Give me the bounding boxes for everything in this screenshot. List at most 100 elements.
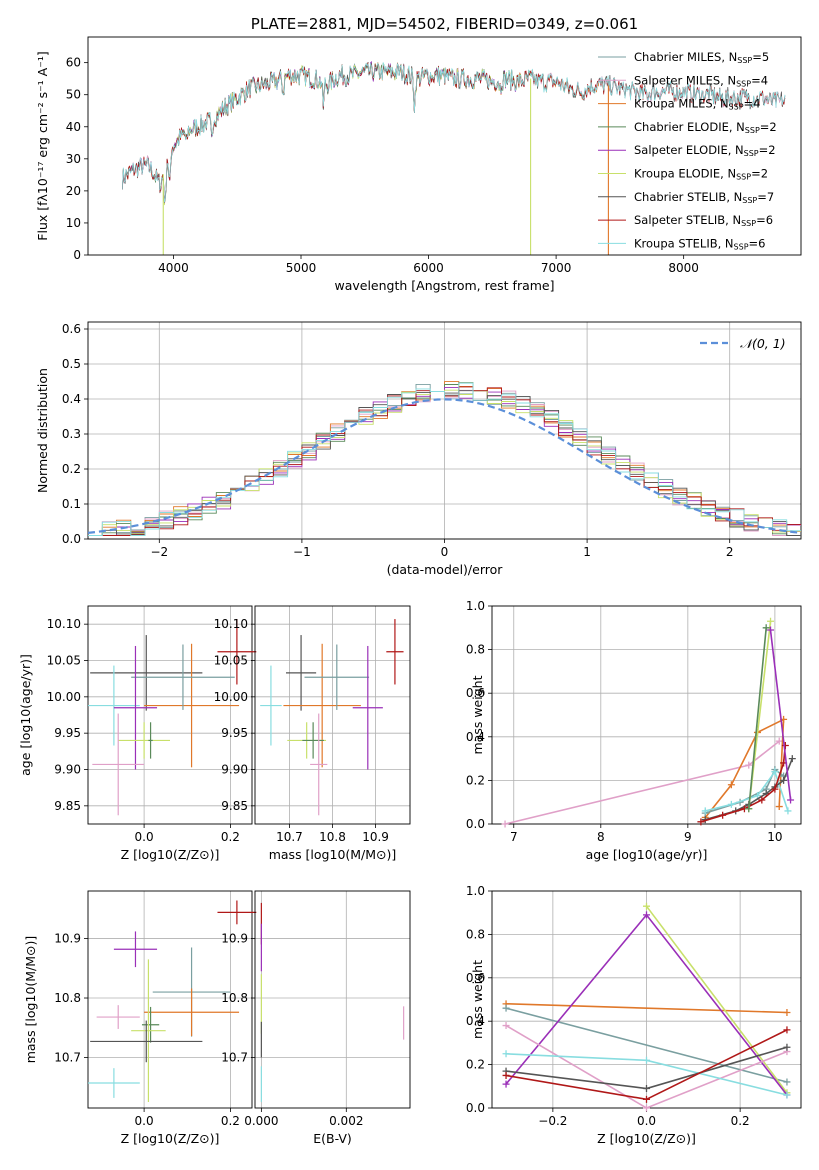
- weight-marker: [701, 807, 709, 815]
- y-axis-label: Normed distribution: [35, 368, 50, 493]
- y-tick-label: 0.8: [466, 643, 485, 657]
- y-tick-label: 10.9: [221, 932, 248, 946]
- x-tick-label: 2: [726, 545, 734, 559]
- x-tick-label: 0.000: [244, 1114, 278, 1128]
- x-tick-label: 8000: [668, 261, 699, 275]
- x-tick-label: 0.0: [637, 1114, 656, 1128]
- weight-marker: [783, 1009, 791, 1017]
- y-axis-label: mass weight: [470, 960, 485, 1039]
- x-tick-label: 0.2: [221, 1114, 240, 1128]
- y-tick-label: 0.6: [466, 971, 485, 985]
- x-tick-label: 7: [510, 830, 518, 844]
- x-tick-label: −0.2: [538, 1114, 567, 1128]
- x-axis-label: wavelength [Angstrom, rest frame]: [334, 278, 554, 293]
- weight-line: [704, 718, 785, 818]
- weight-marker: [745, 805, 753, 813]
- x-tick-label: 9: [684, 830, 692, 844]
- weight-marker: [643, 1084, 650, 1092]
- weight-marker: [781, 742, 789, 750]
- y-tick-label: 0.0: [466, 817, 485, 831]
- y-tick-label: 1.0: [466, 599, 485, 613]
- weight-marker: [771, 768, 779, 776]
- plot-frame: [87, 321, 802, 540]
- y-tick-label: 0.8: [466, 927, 485, 941]
- weight-line: [748, 627, 767, 809]
- weight-marker: [787, 796, 795, 804]
- weight-line: [504, 740, 780, 825]
- x-tick-label: 0.002: [329, 1114, 363, 1128]
- x-tick-label: 0.0: [135, 1114, 154, 1128]
- y-tick-label: 10.8: [221, 991, 248, 1005]
- x-tick-label: 10.8: [319, 830, 346, 844]
- y-axis-label: mass weight: [470, 675, 485, 754]
- y-tick-label: 9.90: [54, 763, 81, 777]
- weight-marker: [783, 1078, 791, 1086]
- x-axis-label: (data-model)/error: [387, 562, 504, 577]
- y-tick-label: 0.3: [62, 427, 81, 441]
- legend-label: 𝒩(0, 1): [740, 336, 786, 351]
- x-tick-label: 10: [767, 830, 782, 844]
- y-tick-label: 0.6: [62, 322, 81, 336]
- spectrum-line-kroupa-stelib: [122, 62, 786, 203]
- weight-marker: [727, 781, 735, 789]
- weight-marker: [783, 1026, 791, 1034]
- x-axis-label: Z [log10(Z/Z⊙)]: [597, 1131, 696, 1146]
- y-tick-label: 0.4: [466, 730, 485, 744]
- y-tick-label: 10.7: [54, 1050, 81, 1064]
- y-tick-label: 10.7: [221, 1050, 248, 1064]
- legend-label: Kroupa ELODIE, NSSP=2: [634, 167, 768, 182]
- y-tick-label: 0.6: [466, 686, 485, 700]
- y-tick-label: 0: [73, 248, 81, 262]
- weight-marker: [643, 1104, 650, 1112]
- x-tick-label: 0.2: [731, 1114, 750, 1128]
- z-vs-mass-panel: 0.0 0.2 10.7 10.8 10.9 Z [log10(Z/Z⊙)] mass [l…: [23, 890, 257, 1146]
- y-tick-label: 9.85: [54, 799, 81, 813]
- y-tick-label: 0.0: [466, 1101, 485, 1115]
- y-tick-label: 30: [66, 152, 81, 166]
- x-tick-label: 5000: [286, 261, 317, 275]
- y-tick-label: 10.8: [54, 991, 81, 1005]
- weight-marker: [502, 1071, 510, 1079]
- y-tick-label: 0.2: [62, 462, 81, 476]
- weight-marker: [775, 737, 783, 745]
- x-tick-label: 8: [597, 830, 605, 844]
- weight-marker: [767, 626, 775, 634]
- x-tick-label: −1: [293, 545, 311, 559]
- weight-marker: [767, 617, 775, 625]
- residuals-panel: −2 −1 0 1 2 0.0 0.1 0.2 0.3 0.4 0.5 0.6 (data-model)…: [35, 321, 802, 577]
- x-axis-label: age [log10(age/yr)]: [586, 847, 708, 862]
- y-tick-label: 0.4: [466, 1014, 485, 1028]
- y-tick-label: 10.05: [214, 654, 248, 668]
- y-tick-label: 10.00: [47, 690, 81, 704]
- x-tick-label: 4000: [158, 261, 189, 275]
- plot-frame: [254, 605, 411, 825]
- weight-line: [505, 1003, 788, 1014]
- x-tick-label: 0.0: [135, 830, 154, 844]
- y-tick-label: 10.10: [214, 617, 248, 631]
- weight-marker: [745, 761, 753, 769]
- y-tick-label: 0.2: [466, 1058, 485, 1072]
- mass-vs-age-panel: 10.7 10.8 10.9 9.85 9.90 9.95 10.00 10.05 10.10 m…: [214, 605, 411, 862]
- z-vs-age-panel: 0.0 0.2 9.85 9.90 9.95 10.00 10.05 10.10 Z [log1…: [18, 605, 257, 862]
- x-tick-label: 0: [441, 545, 449, 559]
- x-tick-label: 0.2: [221, 830, 240, 844]
- y-tick-label: 9.95: [221, 726, 248, 740]
- weight-marker: [643, 911, 650, 919]
- y-tick-label: 10.05: [47, 654, 81, 668]
- y-axis-label: age [log10(age/yr)]: [18, 654, 33, 776]
- age-weights-panel: 7 8 9 10 0.0 0.2 0.4 0.6 0.8 1.0 age [log10(age/yr…: [466, 599, 802, 862]
- plot-frame: [87, 890, 253, 1109]
- y-tick-label: 9.90: [221, 763, 248, 777]
- figure-title: PLATE=2881, MJD=54502, FIBERID=0349, z=0…: [251, 15, 638, 33]
- weight-marker: [643, 1095, 650, 1103]
- x-tick-label: −2: [150, 545, 168, 559]
- weight-marker: [727, 800, 735, 808]
- plot-frame: [491, 605, 802, 825]
- y-tick-label: 40: [66, 120, 81, 134]
- weight-marker: [783, 1091, 791, 1099]
- weight-marker: [753, 792, 761, 800]
- weight-marker: [502, 1050, 510, 1058]
- plot-frame: [87, 36, 802, 256]
- weight-marker: [643, 902, 650, 910]
